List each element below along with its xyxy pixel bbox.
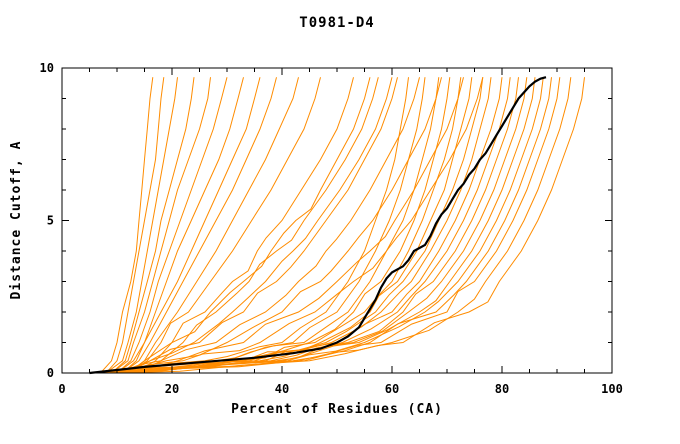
- model-curve: [94, 77, 409, 374]
- model-curve: [111, 77, 398, 374]
- y-tick-label: 10: [40, 61, 54, 75]
- x-tick-label: 0: [58, 382, 65, 396]
- model-curve: [116, 77, 442, 374]
- model-curve: [116, 77, 420, 374]
- y-axis-label: Distance Cutoff, A: [9, 141, 24, 300]
- model-curve: [100, 77, 440, 374]
- x-tick-label: 60: [385, 382, 399, 396]
- model-curve: [122, 77, 484, 374]
- model-curve: [94, 77, 528, 374]
- model-curve: [89, 77, 511, 374]
- model-curve: [100, 77, 451, 374]
- x-tick-label: 20: [165, 382, 179, 396]
- curves-layer: [89, 76, 585, 375]
- x-tick-label: 80: [495, 382, 509, 396]
- axes-layer: 0 20 40 60 80 100 0 5 10: [40, 61, 623, 396]
- model-curve: [122, 77, 277, 374]
- x-tick-label: 100: [601, 382, 623, 396]
- model-curve: [105, 77, 561, 374]
- x-tick-label: 40: [275, 382, 289, 396]
- y-tick-label: 5: [47, 214, 54, 228]
- model-curve: [127, 77, 299, 374]
- y-tick-label: 0: [47, 366, 54, 380]
- model-curve: [127, 77, 371, 374]
- model-curve: [89, 77, 462, 374]
- x-axis-label: Percent of Residues (CA): [231, 402, 443, 417]
- chart-title: T0981-D4: [299, 15, 374, 31]
- model-curve: [100, 77, 154, 374]
- model-curve: [127, 77, 393, 374]
- model-curve: [111, 77, 585, 374]
- model-curve: [105, 77, 165, 374]
- model-curve: [127, 77, 321, 374]
- model-curve: [100, 77, 544, 374]
- highlight-curve: [89, 76, 547, 375]
- model-curve: [111, 77, 211, 374]
- model-curve: [116, 77, 228, 374]
- model-curve: [133, 77, 354, 374]
- model-curve: [105, 77, 178, 374]
- model-curve: [122, 77, 464, 374]
- model-curve: [111, 77, 195, 374]
- model-curve: [105, 77, 572, 374]
- model-curve: [105, 77, 552, 374]
- model-curve: [122, 77, 261, 374]
